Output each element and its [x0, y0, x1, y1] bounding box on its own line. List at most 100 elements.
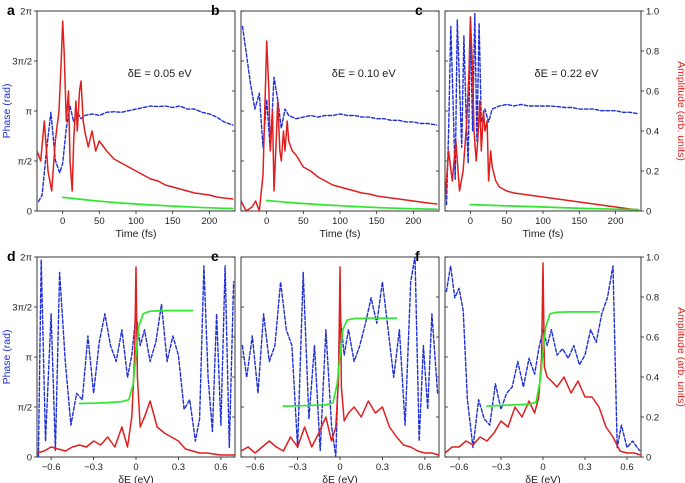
- panel-c: 0 50 100 150 200 Time (fs) 0 0.2 0.4 0.6 0.8 1.0 Amp…: [415, 2, 685, 240]
- phase-axis-label: Phase (rad): [1, 330, 13, 385]
- amplitude-series-line: [445, 16, 640, 211]
- panel-letter: a: [7, 2, 15, 18]
- phase-tick-label: π/2: [18, 157, 32, 168]
- amplitude-tick-label: 0.8: [646, 293, 659, 304]
- x-tick-label: 0.3: [172, 462, 185, 473]
- series-group: [37, 258, 235, 457]
- x-tick-label: 0.6: [620, 462, 633, 473]
- phase-tick-label: 0: [27, 453, 32, 464]
- x-tick-label: 100: [535, 216, 551, 227]
- x-tick-label: 100: [128, 216, 144, 227]
- amplitude-tick-label: 0.2: [646, 413, 659, 424]
- x-tick-label: −0.3: [288, 462, 307, 473]
- x-tick-label: 0.3: [578, 462, 591, 473]
- fit-series-line: [265, 199, 438, 211]
- panel-letter: b: [211, 2, 220, 18]
- x-tick-label: −0.6: [42, 462, 61, 473]
- series-group: [241, 25, 438, 211]
- panel-letter: f: [415, 248, 420, 264]
- x-tick-label: 0.3: [376, 462, 389, 473]
- x-axis-label: Time (fs): [319, 228, 360, 240]
- amplitude-axis-label: Amplitude (arb. units): [675, 61, 685, 161]
- series-group: [37, 20, 234, 210]
- panel-letter: d: [7, 248, 16, 264]
- panel-f: −0.6 −0.3 0 0.3 0.6δE (eV)00.20.40.60.81.0Am…: [415, 248, 685, 483]
- x-tick-label: 50: [94, 216, 105, 227]
- x-tick-label: 50: [298, 216, 309, 227]
- fit-series-line: [486, 311, 600, 407]
- panel-letter: e: [211, 248, 219, 264]
- panel-e: −0.6 −0.3 0 0.3 0.6 δE (eV) e: [211, 248, 440, 483]
- phase-tick-label: 0: [27, 207, 32, 218]
- phase-tick-label: 3π/2: [12, 57, 32, 68]
- x-tick-label: 150: [369, 216, 385, 227]
- x-tick-label: 50: [501, 216, 512, 227]
- x-tick-label: 200: [201, 216, 217, 227]
- phase-axis-label: Phase (rad): [1, 84, 13, 139]
- x-axis-label: Time (fs): [522, 228, 563, 240]
- x-tick-label: −0.3: [492, 462, 511, 473]
- x-tick-label: −0.6: [450, 462, 469, 473]
- amplitude-tick-label: 0.2: [646, 167, 659, 178]
- x-tick-label: 150: [571, 216, 587, 227]
- x-axis-label: δE (eV): [525, 474, 561, 483]
- amplitude-tick-label: 0.6: [646, 333, 659, 344]
- amplitude-series-line: [445, 262, 641, 456]
- x-tick-label: −0.3: [84, 462, 103, 473]
- panel-letter: c: [415, 2, 423, 18]
- phase-series-line: [445, 12, 640, 206]
- amplitude-tick-label: 0.8: [646, 47, 659, 58]
- amplitude-series-line: [241, 40, 438, 211]
- phase-tick-label: 2π: [20, 253, 32, 264]
- fit-series-line: [61, 196, 234, 210]
- plot-frame: [240, 10, 440, 212]
- x-tick-label: 0: [133, 462, 138, 473]
- panel-annotation: δE = 0.10 eV: [332, 68, 397, 80]
- phase-tick-label: 2π: [20, 7, 32, 18]
- fit-series-line: [282, 317, 398, 407]
- x-tick-label: 0: [540, 462, 545, 473]
- panel-b: 0 50 100 150 200 Time (fs) δE = 0.10 eV b: [211, 2, 440, 240]
- amplitude-tick-label: 1.0: [646, 7, 659, 18]
- x-tick-label: 100: [332, 216, 348, 227]
- amplitude-series-line: [37, 266, 235, 456]
- phase-series-line: [37, 105, 234, 203]
- amplitude-tick-label: 0.4: [646, 127, 659, 138]
- amplitude-series-line: [241, 266, 439, 456]
- x-tick-label: 0: [468, 216, 473, 227]
- panel-a: 0 50 100 150 200 Time (fs) 0 π/2 π 3π/2 2π Phase (r…: [1, 2, 236, 240]
- x-tick-label: 150: [165, 216, 181, 227]
- phase-tick-label: 3π/2: [12, 303, 32, 314]
- x-axis-label: Time (fs): [115, 228, 156, 240]
- amplitude-tick-label: 0: [646, 453, 651, 464]
- amplitude-axis-label: Amplitude (arb. units): [675, 307, 685, 407]
- fit-series-line: [469, 203, 640, 211]
- x-tick-label: 0.6: [418, 462, 431, 473]
- amplitude-tick-label: 0.6: [646, 87, 659, 98]
- x-tick-label: 200: [608, 216, 624, 227]
- panel-annotation: δE = 0.05 eV: [128, 68, 193, 80]
- x-axis-label: δE (eV): [322, 474, 358, 483]
- x-axis-label: δE (eV): [118, 474, 154, 483]
- x-tick-label: 200: [405, 216, 421, 227]
- phase-tick-label: π: [25, 107, 32, 118]
- fit-series-line: [78, 309, 194, 405]
- amplitude-tick-label: 0.4: [646, 373, 659, 384]
- x-tick-label: 0.6: [214, 462, 227, 473]
- phase-tick-label: π: [25, 353, 32, 364]
- x-tick-label: 0: [60, 216, 65, 227]
- series-group: [445, 12, 640, 211]
- series-group: [241, 257, 439, 457]
- panel-annotation: δE = 0.22 eV: [535, 68, 600, 80]
- x-tick-label: −0.6: [246, 462, 265, 473]
- x-tick-label: 0: [337, 462, 342, 473]
- series-group: [445, 262, 641, 456]
- amplitude-series-line: [37, 20, 234, 200]
- phase-tick-label: π/2: [18, 403, 32, 414]
- phase-series-line: [445, 265, 641, 452]
- amplitude-tick-label: 1.0: [646, 253, 659, 264]
- x-tick-label: 0: [264, 216, 269, 227]
- amplitude-tick-label: 0: [646, 207, 651, 218]
